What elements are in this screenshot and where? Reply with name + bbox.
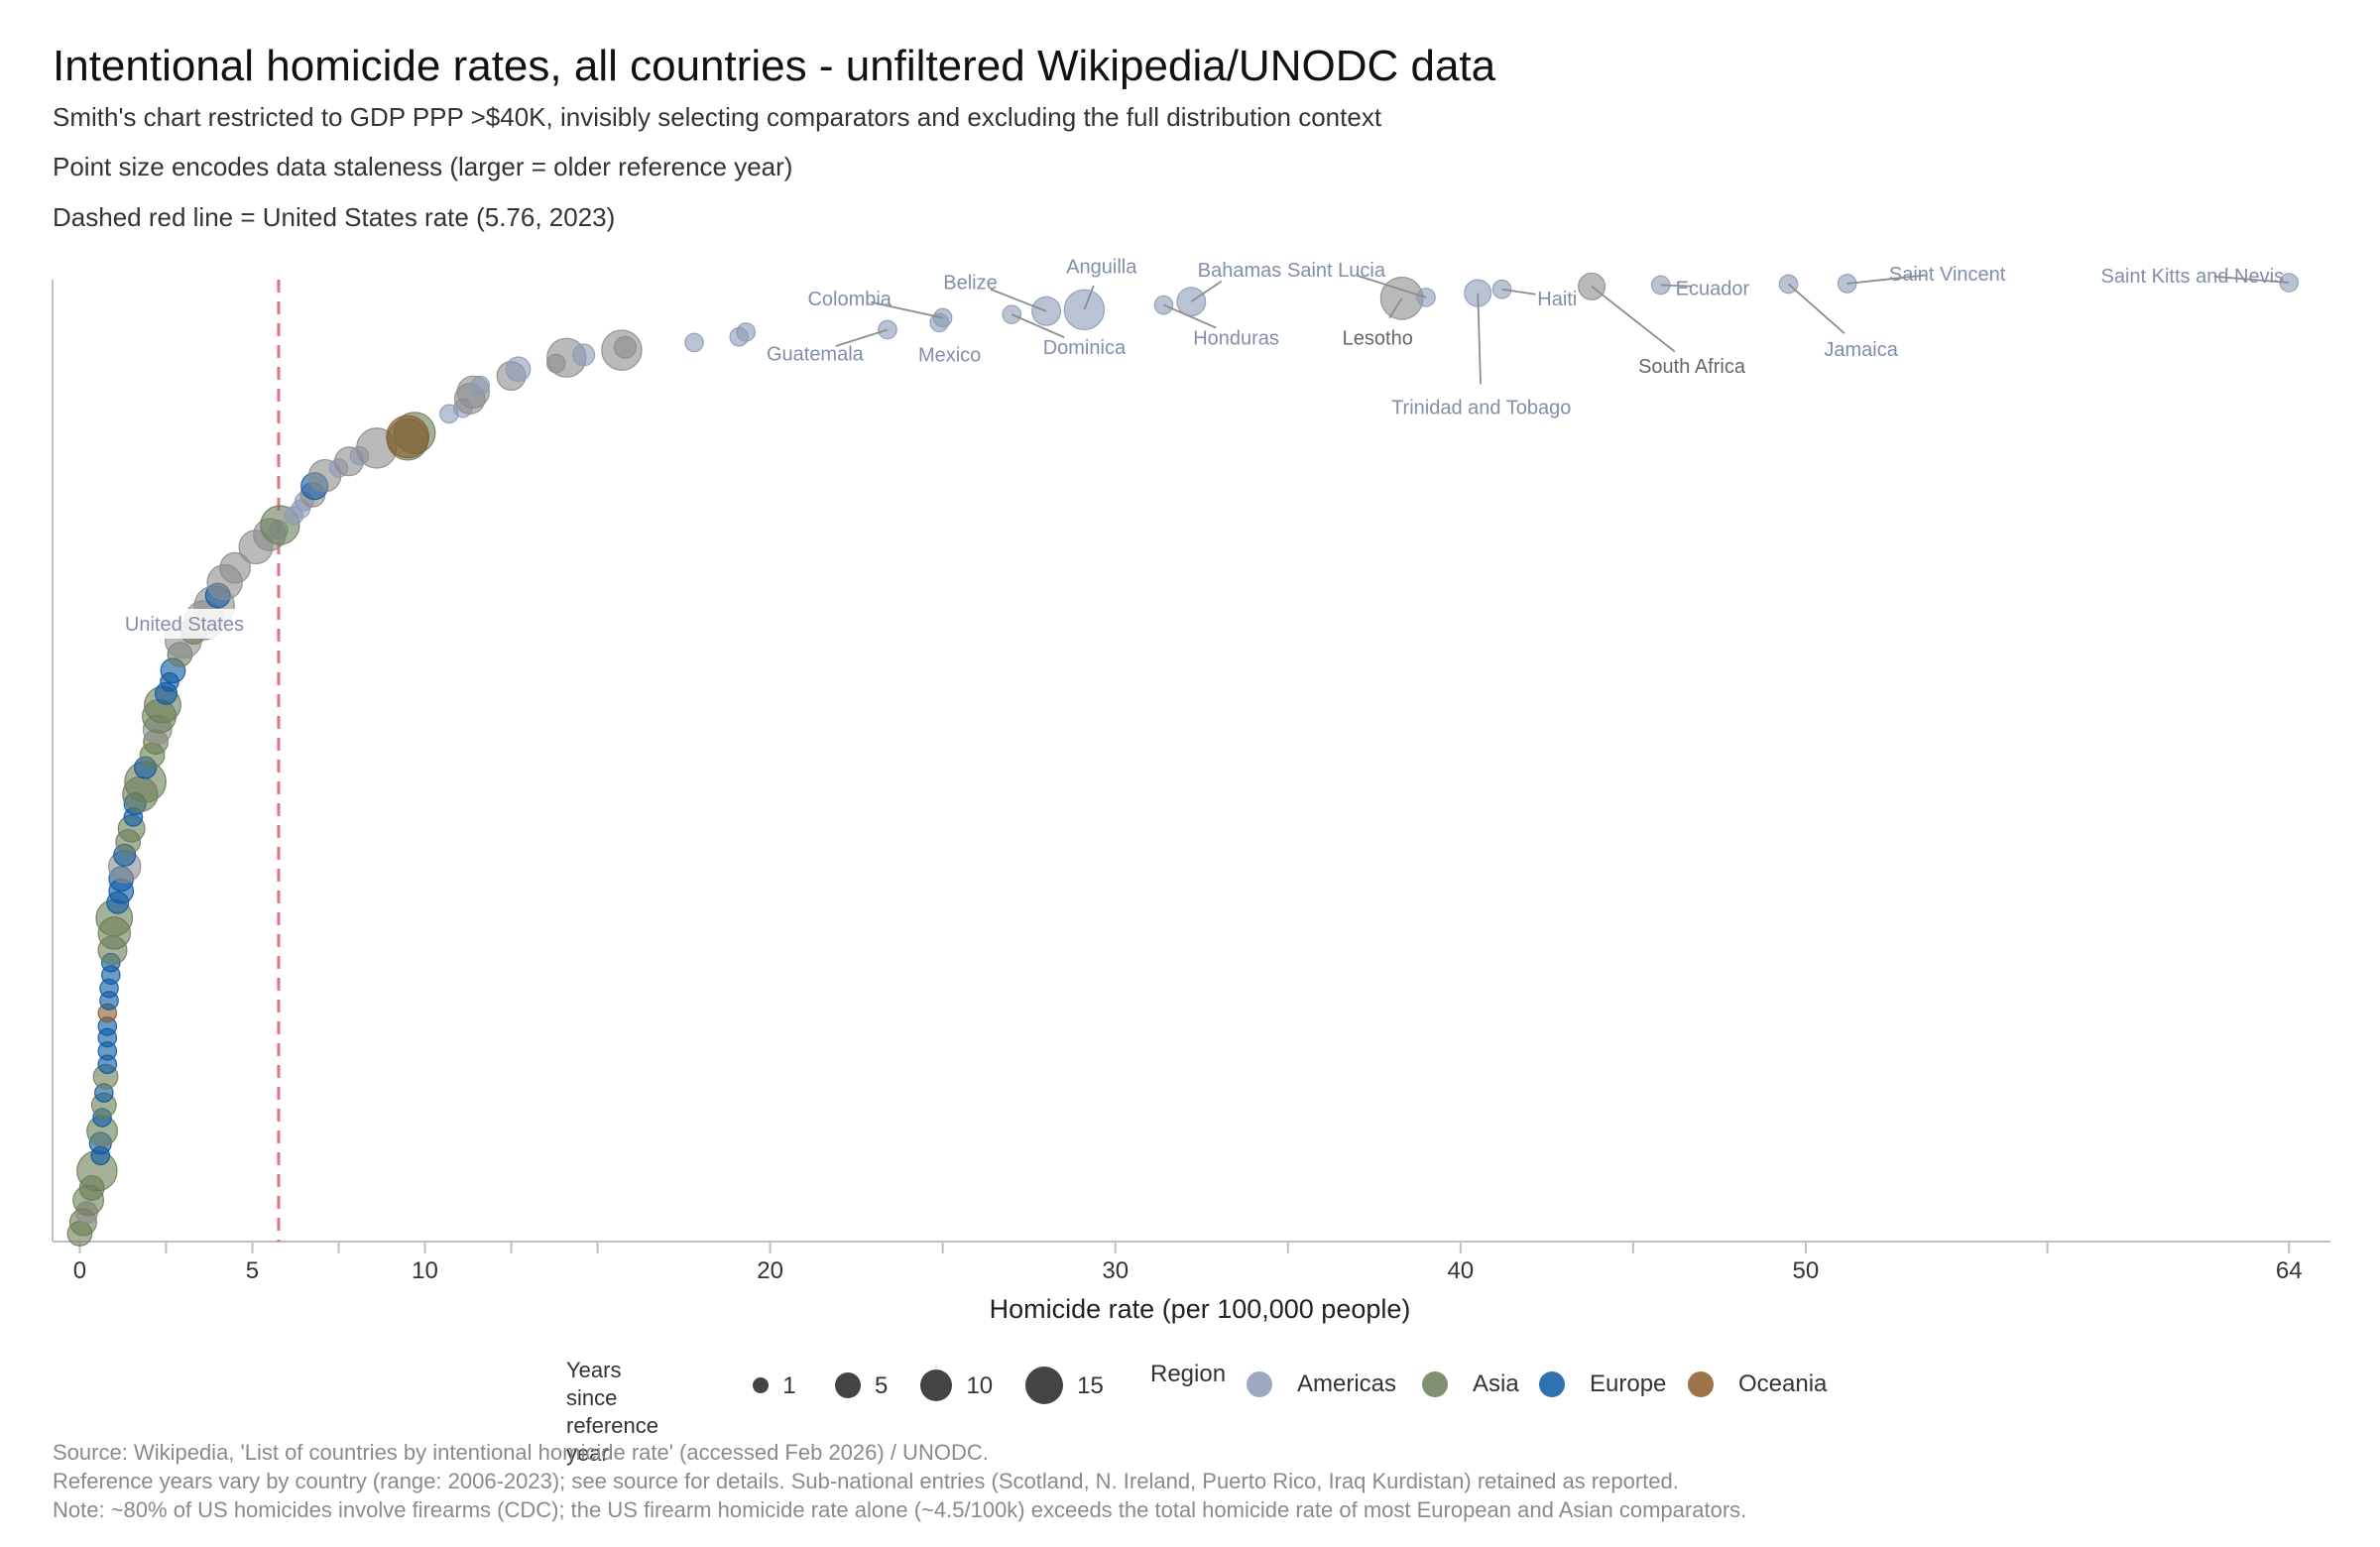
- leader-line: [1357, 275, 1427, 298]
- chart-subtitle-size-note: Point size encodes data staleness (large…: [53, 152, 793, 181]
- size-legend-label: 1: [782, 1372, 796, 1399]
- leader-line: [1660, 284, 1691, 288]
- region-legend-label: Europe: [1590, 1370, 1667, 1397]
- data-point-guatemala: [878, 319, 897, 340]
- x-tick-label: 0: [73, 1257, 86, 1284]
- x-tick-label: 50: [1793, 1257, 1820, 1284]
- leader-line: [2213, 275, 2290, 284]
- region-legend-label: Americas: [1297, 1370, 1397, 1397]
- point-label-lesotho: Lesotho: [1343, 327, 1413, 349]
- point-label-bahamas: Bahamas: [1198, 260, 1282, 282]
- data-point: [736, 322, 757, 342]
- point-label-honduras: Honduras: [1193, 327, 1279, 349]
- region-legend-label: Oceania: [1738, 1370, 1828, 1397]
- size-legend-label: 5: [874, 1372, 889, 1399]
- leader-line: [870, 300, 943, 319]
- size-legend-title-line2: reference year: [566, 1413, 658, 1466]
- annotations: Guatemala Mexico Colombia Dominica Belize Ang…: [120, 256, 2290, 639]
- x-tick-label: 20: [757, 1257, 783, 1284]
- region-legend-dot-asia: [1422, 1371, 1448, 1397]
- point-label-jamaica: Jamaica: [1824, 339, 1898, 361]
- data-point-dominica: [1002, 304, 1022, 324]
- point-label-south-africa: South Africa: [1638, 356, 1746, 378]
- points: [66, 272, 2300, 1247]
- size-legend-dot: [835, 1372, 861, 1398]
- leader-line: [1190, 280, 1223, 302]
- point-label-ecuador: Ecuador: [1676, 278, 1750, 299]
- us-label-background: [120, 609, 248, 639]
- size-legend-dot: [752, 1376, 770, 1394]
- leader-line: [1388, 298, 1403, 319]
- leader-line: [1011, 313, 1065, 338]
- leader-line: [835, 328, 889, 347]
- point-label-haiti: Haiti: [1537, 289, 1577, 310]
- region-legend-label: Asia: [1473, 1370, 1519, 1397]
- region-legend-title: Region: [1150, 1361, 1227, 1387]
- point-label-saint-vincent: Saint Vincent: [1889, 264, 2006, 286]
- footnote-source: Source: Wikipedia, 'List of countries by…: [53, 1440, 989, 1465]
- leader-line: [1846, 274, 1926, 285]
- point-label-guatemala: Guatemala: [767, 344, 865, 366]
- point-label-belize: Belize: [943, 273, 997, 295]
- point-label-saint-lucia: Saint Lucia: [1287, 260, 1386, 282]
- leader-line: [1501, 288, 1536, 296]
- size-legend-label: 15: [1077, 1372, 1104, 1399]
- leader-line: [1477, 293, 1482, 385]
- chart-title: Intentional homicide rates, all countrie…: [53, 42, 1496, 90]
- size-legend-dot: [1024, 1366, 1064, 1405]
- x-tick-label: 5: [246, 1257, 259, 1284]
- x-axis-label: Homicide rate (per 100,000 people): [990, 1294, 1411, 1324]
- data-point: [684, 332, 704, 353]
- point-label-anguilla: Anguilla: [1066, 256, 1137, 278]
- point-label-mexico: Mexico: [918, 345, 981, 367]
- leader-line: [990, 288, 1047, 312]
- us-label: United States: [125, 614, 244, 636]
- chart-subtitle-reference-note: Dashed red line = United States rate (5.…: [53, 202, 616, 232]
- region-legend-dot-europe: [1539, 1371, 1565, 1397]
- data-point: [613, 335, 637, 359]
- size-legend-dot: [919, 1368, 953, 1402]
- leader-line: [1591, 286, 1676, 353]
- leader-line: [1083, 285, 1095, 310]
- leader-line: [1163, 303, 1217, 329]
- point-label-saint-kitts-and-nevis: Saint Kitts and Nevis: [2100, 266, 2284, 288]
- data-point: [505, 356, 532, 383]
- data-point: [470, 375, 491, 396]
- point-label-colombia: Colombia: [807, 289, 892, 310]
- x-tick-label: 64: [2276, 1257, 2303, 1284]
- data-point: [386, 415, 429, 459]
- x-tick-label: 10: [412, 1257, 438, 1284]
- x-tick-label: 40: [1447, 1257, 1474, 1284]
- data-point: [572, 343, 596, 367]
- size-legend-title: Years since reference year: [566, 1357, 658, 1468]
- axes: 0 5 10 20 30 40 50 64: [52, 280, 2330, 1284]
- data-point: [219, 551, 251, 584]
- region-legend-dot-oceania: [1688, 1371, 1714, 1397]
- point-label-trinidad-and-tobago: Trinidad and Tobago: [1391, 397, 1571, 418]
- leader-line: [1787, 283, 1845, 334]
- x-tick-label: 30: [1102, 1257, 1129, 1284]
- footnote-firearms: Note: ~80% of US homicides involve firea…: [53, 1497, 1747, 1522]
- size-legend-label: 10: [966, 1372, 994, 1399]
- size-legend-title-line1: Years since: [566, 1358, 622, 1410]
- chart-subtitle: Smith's chart restricted to GDP PPP >$40…: [53, 102, 1382, 132]
- region-legend-dot-americas: [1247, 1371, 1272, 1397]
- footnote-reference-years: Reference years vary by country (range: …: [53, 1469, 1679, 1493]
- point-label-dominica: Dominica: [1043, 337, 1127, 359]
